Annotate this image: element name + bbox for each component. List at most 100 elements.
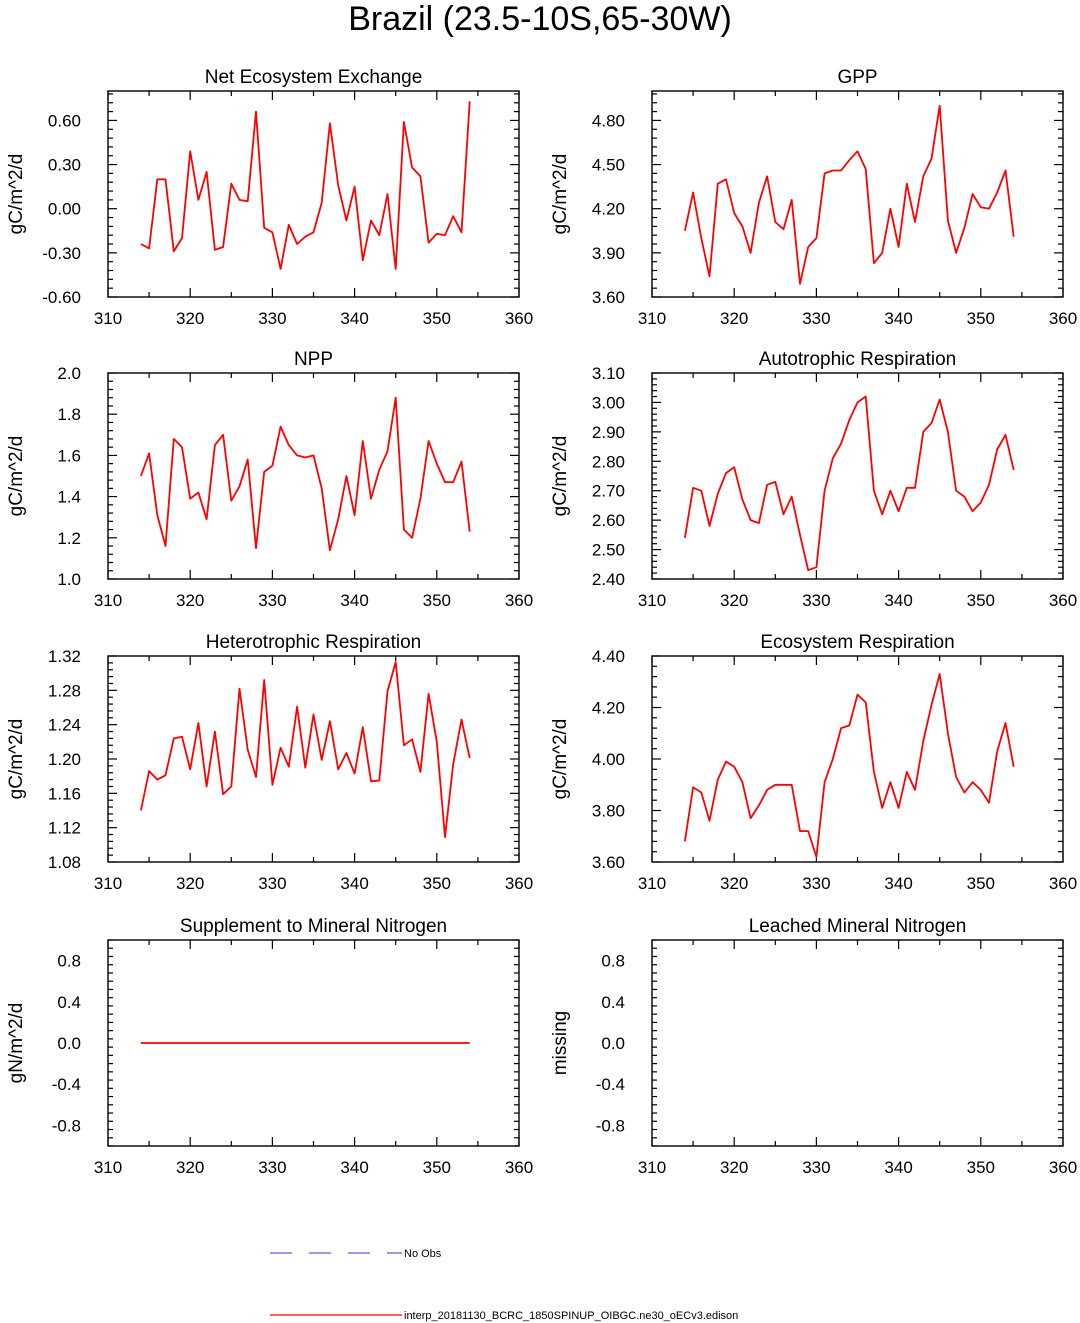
y-tick-label: 1.28 <box>48 681 81 700</box>
y-tick-label: -0.60 <box>42 288 81 307</box>
x-tick-label: 340 <box>884 591 912 610</box>
y-tick-label: 2.90 <box>592 423 625 442</box>
x-tick-label: 330 <box>258 309 286 328</box>
y-tick-label: 0.0 <box>57 1034 81 1053</box>
x-tick-label: 310 <box>94 1158 122 1177</box>
x-tick-label: 350 <box>967 874 995 893</box>
x-tick-label: 310 <box>638 874 666 893</box>
chart-title: NPP <box>294 349 333 370</box>
y-tick-label: 3.60 <box>592 288 625 307</box>
x-tick-label: 320 <box>176 309 204 328</box>
x-tick-label: 330 <box>258 874 286 893</box>
plot-frame <box>651 939 1064 1147</box>
x-tick-label: 360 <box>505 874 533 893</box>
legend-obs-label: No Obs <box>404 1248 442 1260</box>
y-tick-label: 4.50 <box>592 156 625 175</box>
x-tick-label: 330 <box>802 1158 830 1177</box>
x-tick-label: 340 <box>884 1158 912 1177</box>
plot-frame <box>651 655 1064 863</box>
y-tick-label: 1.08 <box>48 853 81 872</box>
chart-title: Heterotrophic Respiration <box>206 632 421 653</box>
x-tick-label: 320 <box>720 1158 748 1177</box>
model-series-line <box>684 395 1015 572</box>
x-tick-label: 320 <box>720 874 748 893</box>
y-tick-label: 0.8 <box>601 952 625 971</box>
y-axis-label: gC/m^2/d <box>550 436 571 517</box>
chart-panel: Ecosystem Respiration gC/m^2/d 310 320 330 34… <box>550 632 1077 893</box>
x-tick-label: 350 <box>423 309 451 328</box>
y-tick-label: 2.60 <box>592 511 625 530</box>
chart-title: Ecosystem Respiration <box>760 632 954 653</box>
chart-panel: Heterotrophic Respiration gC/m^2/d 310 320 3… <box>6 632 533 893</box>
y-tick-label: 0.4 <box>57 993 81 1012</box>
x-tick-label: 360 <box>505 591 533 610</box>
y-tick-label: 1.0 <box>57 570 81 589</box>
y-axis-label: gC/m^2/d <box>6 154 27 235</box>
x-tick-label: 330 <box>802 874 830 893</box>
legend: No Obs interp_20181130_BCRC_1850SPINUP_O… <box>270 1248 738 1322</box>
chart-panel: Leached Mineral Nitrogen missing 310 320 330… <box>550 916 1077 1177</box>
x-tick-label: 350 <box>967 591 995 610</box>
y-axis-label: gC/m^2/d <box>550 719 571 800</box>
y-axis-label: gN/m^2/d <box>6 1003 27 1084</box>
x-tick-label: 310 <box>638 1158 666 1177</box>
y-tick-label: 0.00 <box>48 200 81 219</box>
x-tick-label: 320 <box>176 874 204 893</box>
x-tick-label: 350 <box>423 874 451 893</box>
x-tick-label: 350 <box>423 591 451 610</box>
y-axis-label: missing <box>550 1011 571 1075</box>
x-tick-label: 350 <box>423 1158 451 1177</box>
y-tick-label: 1.4 <box>57 488 81 507</box>
y-tick-label: 0.4 <box>601 993 625 1012</box>
model-series-line <box>684 104 1015 285</box>
x-tick-label: 320 <box>720 591 748 610</box>
y-tick-label: 4.20 <box>592 699 625 718</box>
chart-panel: Net Ecosystem Exchange gC/m^2/d 310 320 330 3… <box>6 67 533 328</box>
y-tick-label: 4.00 <box>592 750 625 769</box>
chart-panel: Supplement to Mineral Nitrogen gN/m^2/d 31… <box>6 916 533 1177</box>
chart-title: Leached Mineral Nitrogen <box>749 916 967 937</box>
y-tick-label: 3.10 <box>592 364 625 383</box>
plot-frame <box>107 90 520 298</box>
y-tick-label: 0.30 <box>48 156 81 175</box>
y-tick-label: -0.4 <box>596 1075 625 1094</box>
x-tick-label: 350 <box>967 1158 995 1177</box>
y-tick-label: 1.2 <box>57 529 81 548</box>
x-tick-label: 330 <box>802 309 830 328</box>
x-tick-label: 340 <box>340 874 368 893</box>
plot-frame <box>651 90 1064 298</box>
x-tick-label: 310 <box>94 591 122 610</box>
panel-grid: Net Ecosystem Exchange gC/m^2/d 310 320 330 3… <box>6 67 1077 1177</box>
x-tick-label: 340 <box>340 591 368 610</box>
chart-panel: GPP gC/m^2/d 310 320 330 340 350 360 3.60 3.90 4.2… <box>550 67 1077 328</box>
y-tick-label: 2.50 <box>592 541 625 560</box>
model-series-line <box>140 396 471 552</box>
model-series-line <box>684 673 1015 858</box>
x-tick-label: 330 <box>258 591 286 610</box>
y-tick-label: 1.8 <box>57 405 81 424</box>
y-tick-label: 1.20 <box>48 750 81 769</box>
x-tick-label: 360 <box>1049 1158 1077 1177</box>
y-tick-label: 0.8 <box>57 952 81 971</box>
y-tick-label: -0.30 <box>42 244 81 263</box>
y-tick-label: 3.60 <box>592 853 625 872</box>
y-tick-label: 4.40 <box>592 647 625 666</box>
chart-panel: Autotrophic Respiration gC/m^2/d 310 320 330… <box>550 349 1077 610</box>
y-tick-label: 2.40 <box>592 570 625 589</box>
x-tick-label: 340 <box>884 874 912 893</box>
model-series-line <box>140 101 471 270</box>
x-tick-label: 340 <box>340 309 368 328</box>
x-tick-label: 360 <box>505 1158 533 1177</box>
x-tick-label: 320 <box>720 309 748 328</box>
y-tick-label: 1.16 <box>48 784 81 803</box>
y-tick-label: 0.0 <box>601 1034 625 1053</box>
x-tick-label: 340 <box>340 1158 368 1177</box>
plot-frame <box>107 372 520 580</box>
model-series-line <box>140 661 471 838</box>
x-tick-label: 310 <box>94 309 122 328</box>
y-axis-label: gC/m^2/d <box>6 436 27 517</box>
x-tick-label: 310 <box>94 874 122 893</box>
chart-title: Net Ecosystem Exchange <box>205 67 423 88</box>
chart-title: Supplement to Mineral Nitrogen <box>180 916 447 937</box>
